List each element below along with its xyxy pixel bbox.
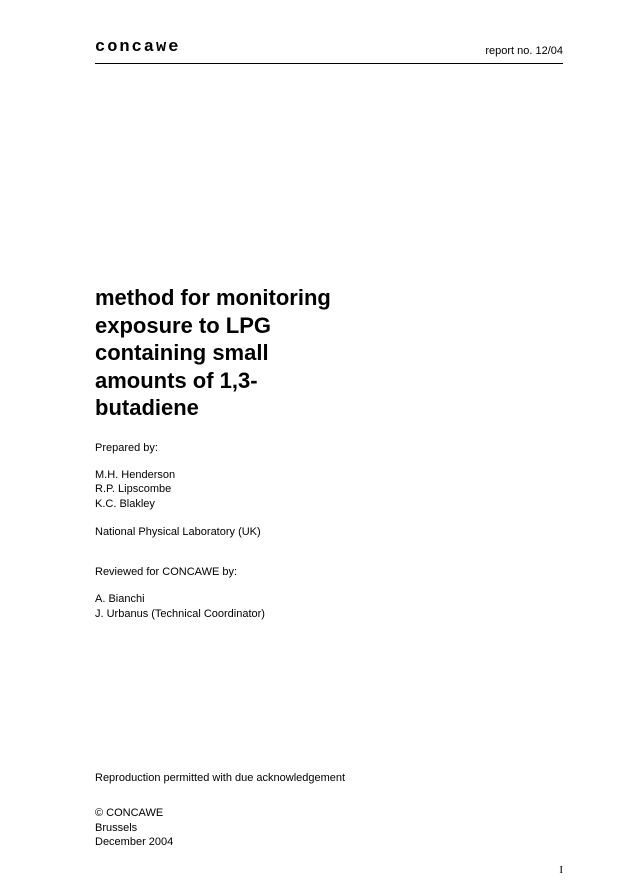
reproduction-notice: Reproduction permitted with due acknowle… bbox=[95, 772, 355, 784]
header-row: concawe report no. 12/04 bbox=[95, 38, 563, 63]
reviewers-list: A. Bianchi J. Urbanus (Technical Coordin… bbox=[95, 592, 355, 622]
organisation: National Physical Laboratory (UK) bbox=[95, 526, 355, 538]
copyright-line: © CONCAWE bbox=[95, 806, 355, 821]
copyright-line: Brussels bbox=[95, 821, 355, 836]
author-name: M.H. Henderson bbox=[95, 468, 355, 483]
document-page: concawe report no. 12/04 method for moni… bbox=[0, 0, 623, 894]
document-title: method for monitoring exposure to LPG co… bbox=[95, 284, 355, 422]
reviewer-name: J. Urbanus (Technical Coordinator) bbox=[95, 607, 355, 622]
author-name: R.P. Lipscombe bbox=[95, 482, 355, 497]
title-block: method for monitoring exposure to LPG co… bbox=[95, 284, 355, 850]
page-number: I bbox=[559, 864, 563, 876]
reviewed-by-label: Reviewed for CONCAWE by: bbox=[95, 566, 355, 578]
prepared-by-label: Prepared by: bbox=[95, 442, 355, 454]
reviewer-name: A. Bianchi bbox=[95, 592, 355, 607]
authors-list: M.H. Henderson R.P. Lipscombe K.C. Blakl… bbox=[95, 468, 355, 513]
logo-text: concawe bbox=[95, 38, 180, 57]
author-name: K.C. Blakley bbox=[95, 497, 355, 512]
copyright-block: © CONCAWE Brussels December 2004 bbox=[95, 806, 355, 851]
header-rule bbox=[95, 63, 563, 64]
report-number: report no. 12/04 bbox=[485, 45, 563, 57]
copyright-line: December 2004 bbox=[95, 835, 355, 850]
